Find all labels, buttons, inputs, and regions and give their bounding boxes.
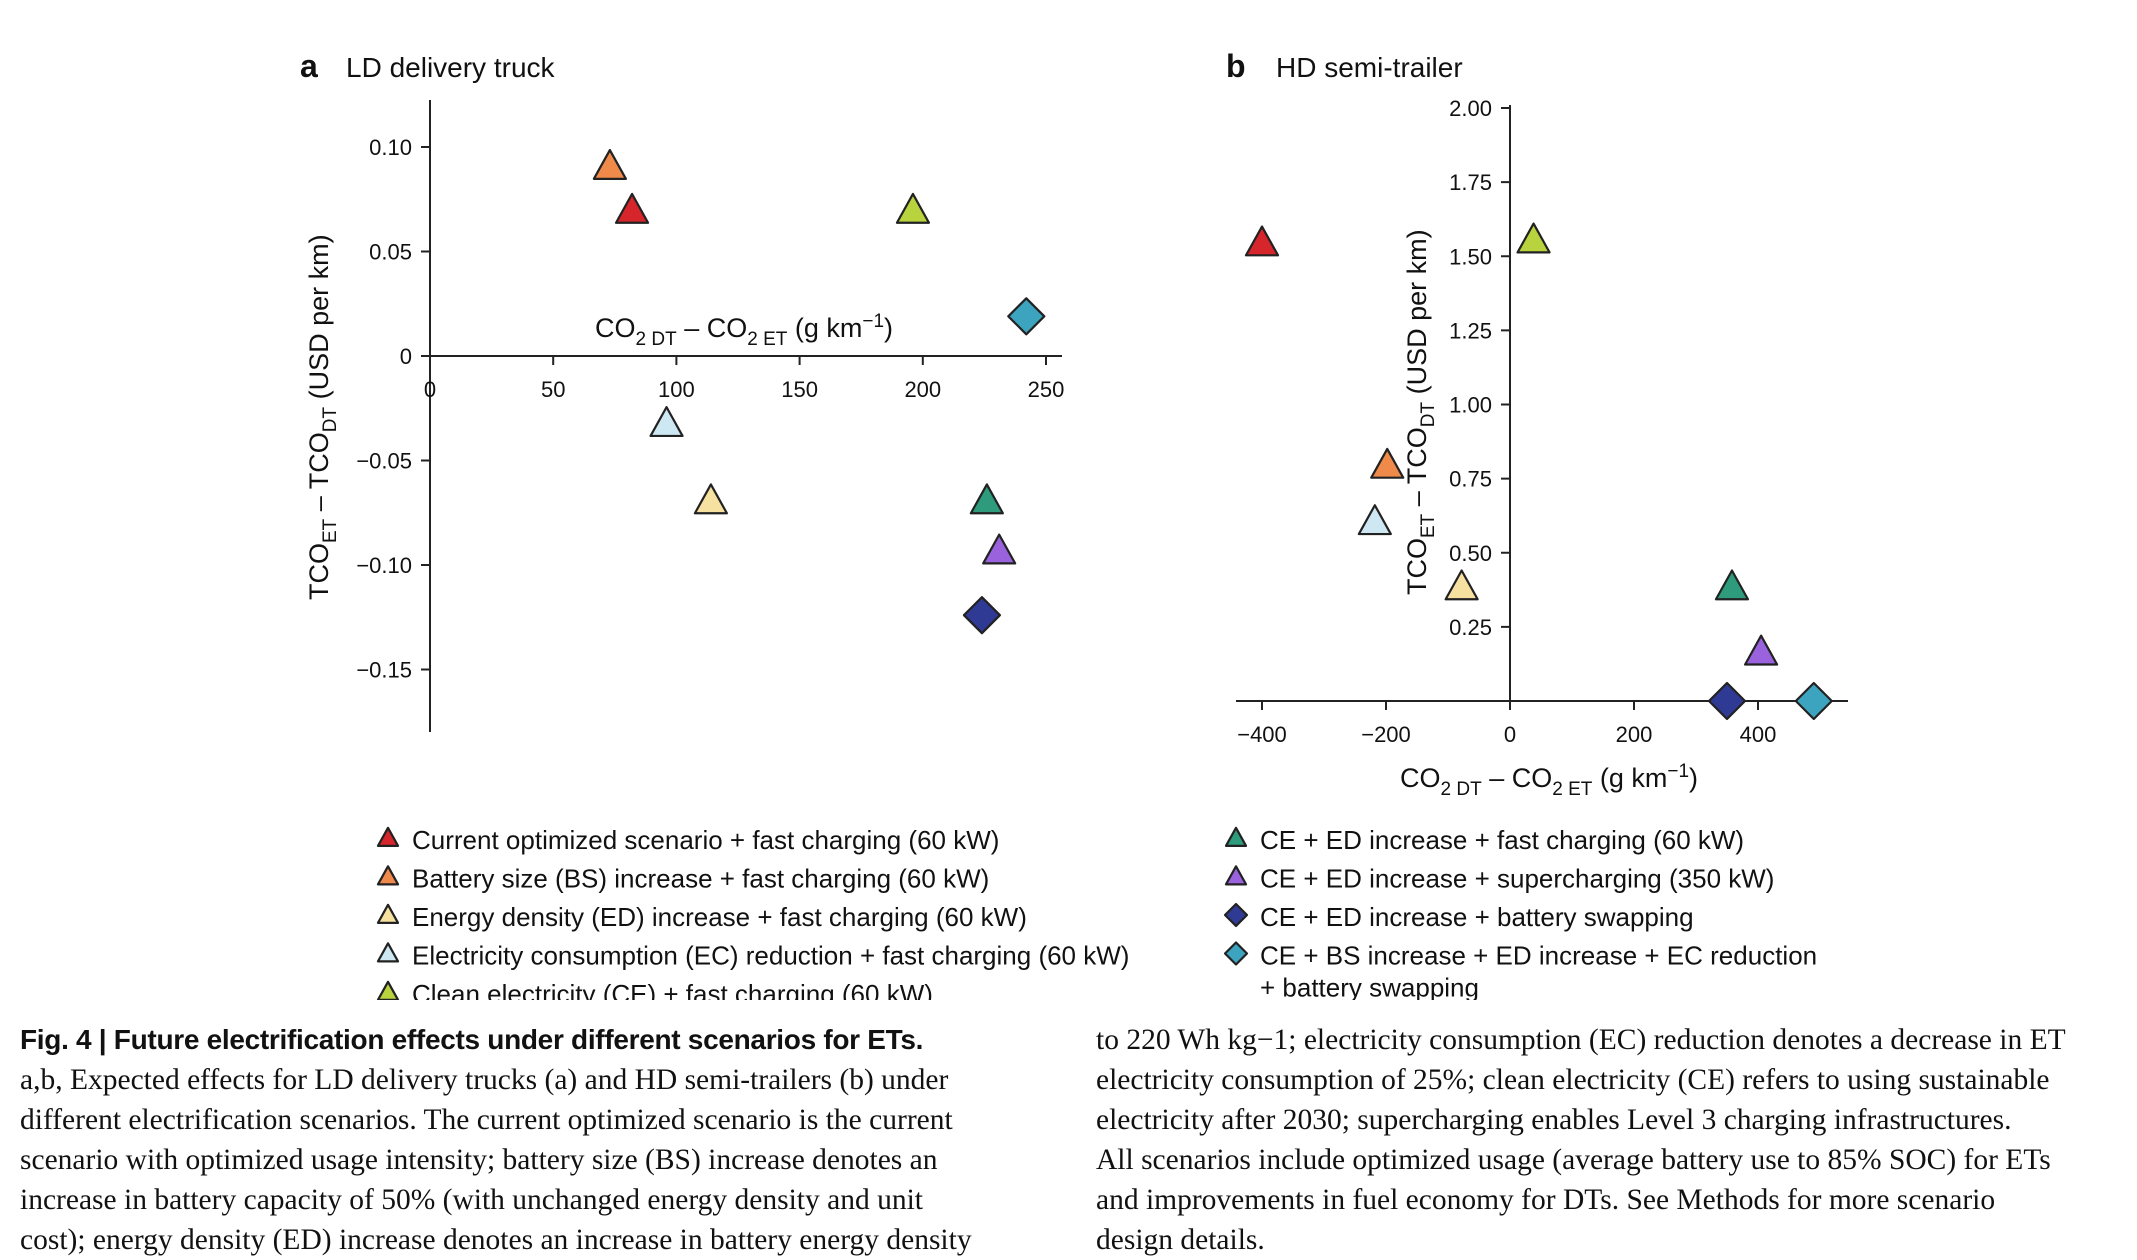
panel-b-point-triangle: [1743, 634, 1779, 666]
legend: Current optimized scenario + fast chargi…: [376, 825, 1817, 1001]
panel-a-data-points: [592, 148, 1046, 635]
legend-label: Energy density (ED) increase + fast char…: [412, 902, 1027, 932]
panel-a-y-ticks: 0.10 0.05 0 −0.05 −0.10 −0.15: [356, 135, 430, 683]
panel-b-y-tick-label: 1.00: [1449, 393, 1492, 418]
panel-a-y-tick-label: −0.10: [356, 553, 412, 578]
panel-a-y-tick-label: 0: [400, 344, 412, 369]
legend-marker-triangle: [376, 865, 400, 886]
panel-a-title: LD delivery truck: [346, 52, 556, 83]
panel-a-y-tick-label: 0.10: [369, 135, 412, 160]
panel-a-point-triangle: [982, 533, 1017, 565]
panel-a-point-triangle: [969, 483, 1004, 515]
legend-label-continued: + battery swapping: [1260, 973, 1479, 1001]
panel-a-point-triangle: [614, 192, 650, 224]
panel-b-title: HD semi-trailer: [1276, 52, 1463, 83]
caption-line: design details.: [1096, 1224, 1265, 1256]
panel-a-axes: [429, 100, 1062, 732]
legend-label: CE + ED increase + supercharging (350 kW…: [1260, 864, 1774, 894]
panel-b-letter: b: [1226, 48, 1246, 84]
panel-a-y-tick-label: −0.15: [356, 658, 412, 683]
panel-a-point-triangle: [649, 406, 684, 438]
figure-4-chart: a LD delivery truck 0 50 100 150 200 250 0.10…: [300, 48, 1848, 1001]
panel-a-point-diamond: [1007, 297, 1046, 336]
legend-label: Clean electricity (CE) + fast charging (…: [412, 979, 933, 1000]
panel-b-x-ticks: −400 −200 0 200 400: [1237, 701, 1776, 747]
panel-a-x-tick-label: 0: [424, 377, 436, 402]
panel-b-y-tick-label: 0.50: [1449, 541, 1492, 566]
panel-a-y-tick-label: 0.05: [369, 240, 412, 265]
legend-marker-diamond: [1223, 902, 1249, 928]
panel-a-x-tick-label: 100: [658, 377, 695, 402]
panel-b-point-triangle: [1444, 569, 1479, 601]
legend-marker-triangle: [376, 903, 400, 924]
caption-line: scenario with optimized usage intensity;…: [20, 1144, 938, 1176]
panel-b-y-tick-label: 1.25: [1449, 318, 1492, 343]
caption-line: a,b, Expected effects for LD delivery tr…: [20, 1064, 949, 1096]
legend-marker-triangle: [376, 826, 400, 847]
legend-label: CE + BS increase + ED increase + EC redu…: [1260, 941, 1817, 971]
panel-b-point-triangle: [1244, 225, 1280, 257]
caption-line: and improvements in fuel economy for DTs…: [1096, 1184, 1996, 1216]
panel-a-x-tick-label: 50: [541, 377, 565, 402]
panel-b-axes: [1236, 105, 1848, 702]
panel-a-y-tick-label: −0.05: [356, 449, 412, 474]
panel-b-point-diamond: [1707, 681, 1747, 721]
panel-b-y-tick-label: 1.75: [1449, 170, 1492, 195]
legend-marker-triangle: [376, 980, 400, 1000]
caption-line: cost); energy density (ED) increase deno…: [20, 1224, 972, 1256]
panel-b-x-tick-label: −400: [1237, 722, 1287, 747]
legend-label: Electricity consumption (EC) reduction +…: [412, 941, 1129, 971]
panel-b-y-ticks: 2.00 1.75 1.50 1.25 1.00 0.75 0.50 0.25: [1449, 96, 1510, 640]
legend-label: CE + ED increase + fast charging (60 kW): [1260, 825, 1744, 855]
caption-title: Fig. 4 | Future electrification effects …: [20, 1024, 924, 1055]
panel-a-point-diamond: [962, 596, 1002, 635]
panel-b-x-tick-label: 200: [1616, 722, 1653, 747]
legend-label: Battery size (BS) increase + fast chargi…: [412, 864, 989, 894]
panel-a-x-ticks: 0 50 100 150 200 250: [424, 356, 1064, 402]
panel-b-point-triangle: [1357, 504, 1392, 536]
panel-a-x-axis-label: CO2 DT – CO2 ET (g km−1): [595, 311, 893, 350]
caption-right-column: to 220 Wh kg−1; electricity consumption …: [1096, 1020, 2126, 1260]
panel-a-point-triangle: [693, 483, 728, 515]
panel-a-letter: a: [300, 48, 318, 84]
panel-b-x-axis-label: CO2 DT – CO2 ET (g km−1): [1400, 761, 1698, 800]
panel-a-ld-delivery-truck: a LD delivery truck 0 50 100 150 200 250 0.10…: [300, 48, 1064, 732]
legend-label: Current optimized scenario + fast chargi…: [412, 825, 999, 855]
panel-b-y-tick-label: 0.75: [1449, 467, 1492, 492]
caption-line: electricity consumption of 25%; clean el…: [1096, 1064, 2050, 1096]
caption-left-column: Fig. 4 | Future electrification effects …: [20, 1020, 1060, 1260]
legend-label: CE + ED increase + battery swapping: [1260, 902, 1694, 932]
caption-line: increase in battery capacity of 50% (wit…: [20, 1184, 923, 1216]
panel-b-point-triangle: [1714, 569, 1750, 601]
legend-marker-diamond: [1223, 941, 1249, 966]
caption-line: to 220 Wh kg−1; electricity consumption …: [1096, 1024, 2066, 1056]
caption-line: All scenarios include optimized usage (a…: [1096, 1144, 2051, 1176]
figure-caption: Fig. 4 | Future electrification effects …: [20, 1020, 2120, 1256]
caption-line: different electrification scenarios. The…: [20, 1104, 953, 1136]
panel-b-hd-semi-trailer: b HD semi-trailer −400 −200 0 200 400 2.00 1.…: [1226, 48, 1848, 800]
panel-a-x-tick-label: 200: [904, 377, 941, 402]
caption-line: electricity after 2030; supercharging en…: [1096, 1104, 2012, 1136]
panel-b-y-tick-label: 0.25: [1449, 615, 1492, 640]
panel-a-x-tick-label: 250: [1028, 377, 1065, 402]
panel-a-x-tick-label: 150: [781, 377, 818, 402]
panel-b-point-triangle: [1370, 447, 1405, 479]
panel-b-x-tick-label: −200: [1361, 722, 1411, 747]
legend-marker-triangle: [1224, 865, 1248, 886]
panel-b-x-tick-label: 400: [1740, 722, 1777, 747]
panel-b-y-tick-label: 1.50: [1449, 244, 1492, 269]
panel-b-point-diamond: [1794, 681, 1833, 721]
panel-a-point-triangle: [592, 148, 627, 180]
panel-b-y-axis-label: TCOET – TCODT (USD per km): [1402, 229, 1439, 595]
panel-b-x-tick-label: 0: [1504, 722, 1516, 747]
panel-a-y-axis-label: TCOET – TCODT (USD per km): [304, 234, 341, 600]
legend-marker-triangle: [376, 942, 400, 963]
panel-a-point-triangle: [895, 192, 931, 224]
panel-b-y-tick-label: 2.00: [1449, 96, 1492, 121]
panel-b-data-points: [1244, 222, 1833, 721]
panel-b-point-triangle: [1516, 222, 1551, 254]
legend-marker-triangle: [1224, 826, 1248, 847]
